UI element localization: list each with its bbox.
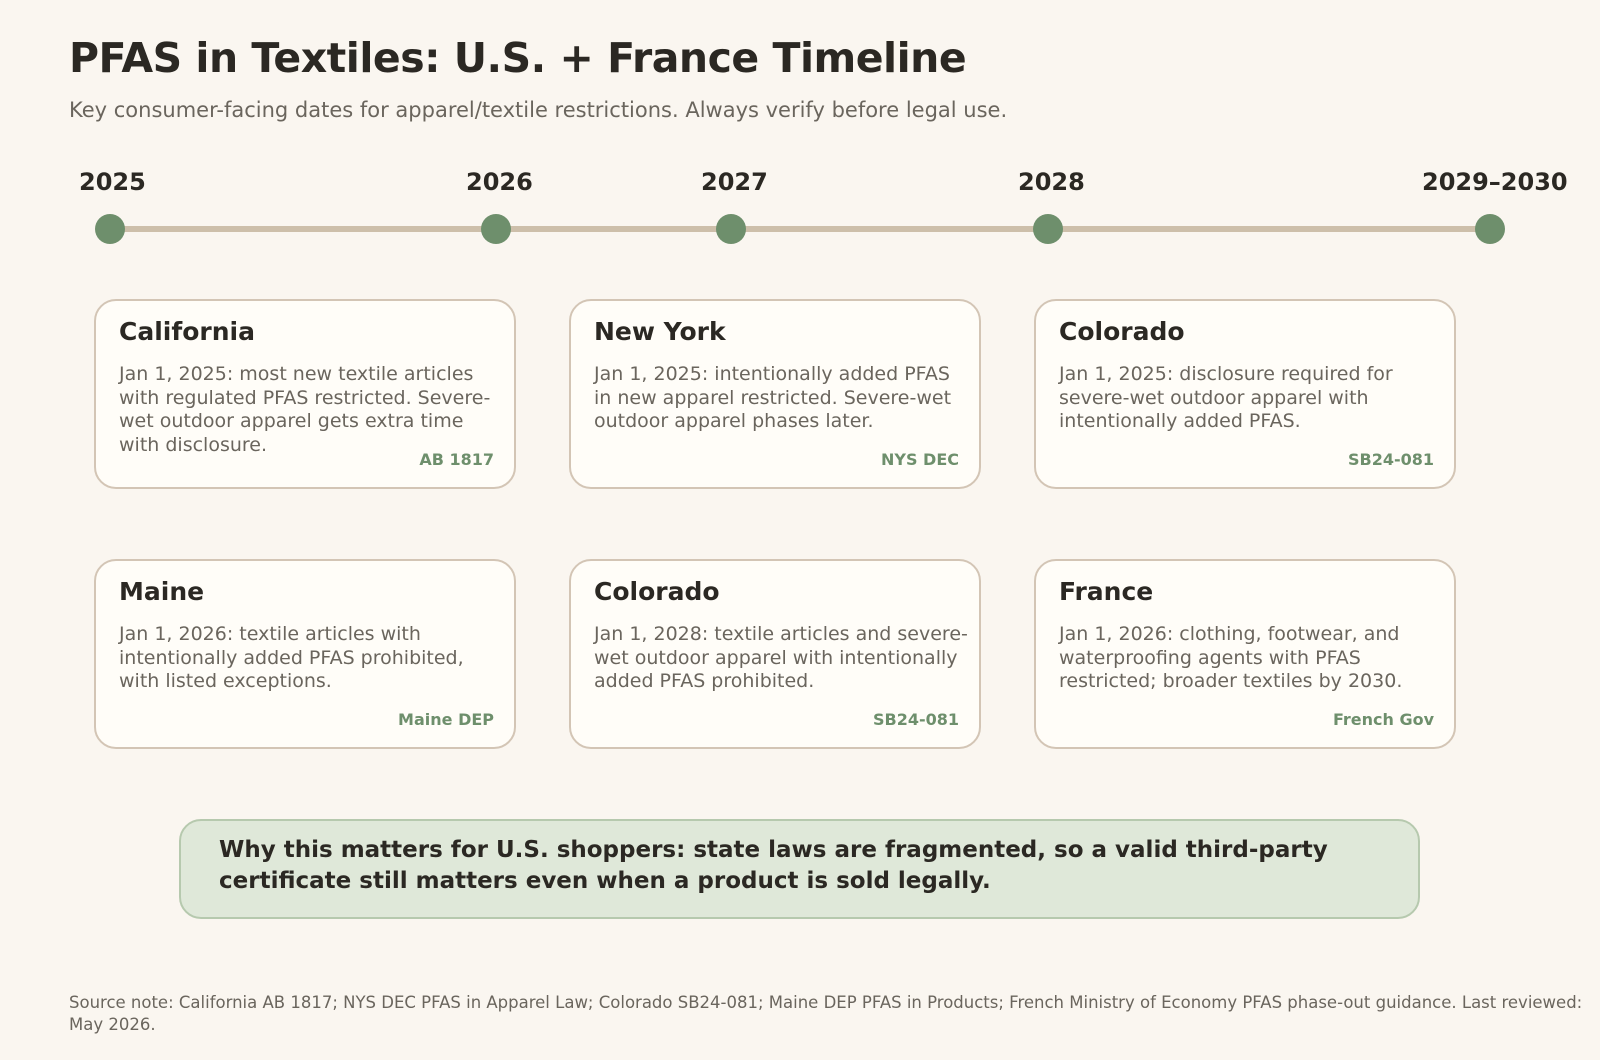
page-subtitle: Key consumer-facing dates for apparel/te…: [69, 98, 1008, 122]
card-colorado-2028: Colorado Jan 1, 2028: textile articles a…: [569, 559, 981, 749]
card-france: France Jan 1, 2026: clothing, footwear, …: [1034, 559, 1456, 749]
card-title: France: [1059, 577, 1154, 606]
card-source-tag: SB24-081: [1347, 450, 1434, 469]
card-source-tag: NYS DEC: [880, 450, 959, 469]
card-title: New York: [594, 317, 726, 346]
card-body: Jan 1, 2028: textile articles and severe…: [594, 623, 968, 692]
card-source-tag: AB 1817: [419, 450, 494, 469]
callout-text: Why this matters for U.S. shoppers: stat…: [219, 837, 1328, 894]
timeline-dot-2028: [1033, 214, 1063, 244]
timeline-year-2028: 2028: [1018, 168, 1085, 196]
card-title: Colorado: [594, 577, 720, 606]
card-body: Jan 1, 2025: most new textile articles w…: [119, 363, 491, 456]
timeline-year-2029-2030: 2029–2030: [1422, 168, 1568, 196]
card-colorado-2025: Colorado Jan 1, 2025: disclosure require…: [1034, 299, 1456, 489]
card-source-tag: Maine DEP: [398, 710, 494, 729]
timeline-year-2025: 2025: [79, 168, 146, 196]
card-source-tag: French Gov: [1332, 710, 1434, 729]
card-title: Maine: [119, 577, 205, 606]
card-source-tag: SB24-081: [872, 710, 959, 729]
card-body: Jan 1, 2025: disclosure required for sev…: [1059, 363, 1393, 432]
card-body: Jan 1, 2025: intentionally added PFAS in…: [594, 363, 952, 432]
card-title: Colorado: [1059, 317, 1185, 346]
card-california: California Jan 1, 2025: most new textile…: [94, 299, 516, 489]
card-maine: Maine Jan 1, 2026: textile articles with…: [94, 559, 516, 749]
timeline-dot-2029-2030: [1475, 214, 1505, 244]
shopper-callout: Why this matters for U.S. shoppers: stat…: [179, 819, 1420, 919]
card-new-york: New York Jan 1, 2025: intentionally adde…: [569, 299, 981, 489]
timeline-year-2026: 2026: [466, 168, 533, 196]
card-body: Jan 1, 2026: clothing, footwear, and wat…: [1059, 623, 1403, 692]
timeline-track: [108, 226, 1490, 232]
timeline-dot-2025: [95, 214, 125, 244]
timeline-dot-2027: [716, 214, 746, 244]
page-title: PFAS in Textiles: U.S. + France Timeline: [69, 34, 967, 82]
timeline-dot-2026: [481, 214, 511, 244]
timeline-year-2027: 2027: [701, 168, 768, 196]
source-note: Source note: California AB 1817; NYS DEC…: [69, 993, 1583, 1034]
card-body: Jan 1, 2026: textile articles with inten…: [119, 623, 464, 692]
card-title: California: [119, 317, 255, 346]
